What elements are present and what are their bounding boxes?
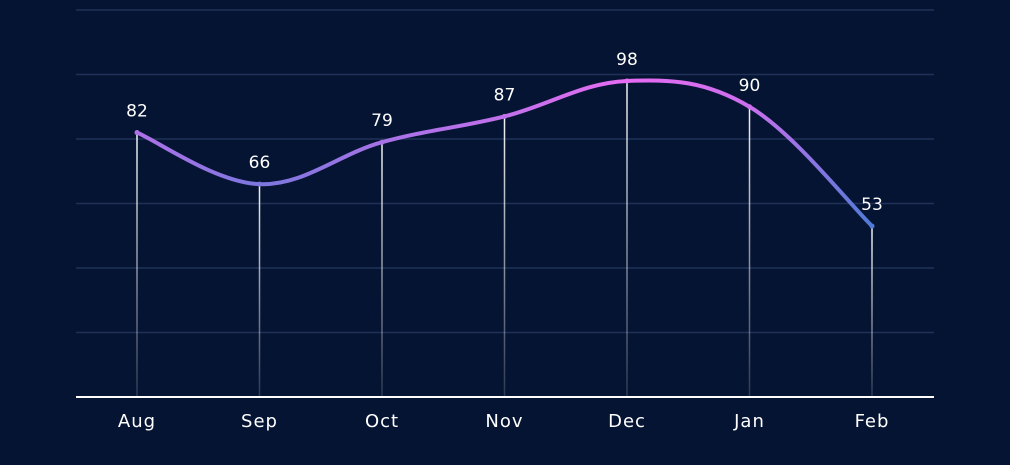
x-tick-label: Dec bbox=[608, 411, 646, 432]
data-point[interactable] bbox=[379, 139, 385, 145]
series-line-segment bbox=[135, 130, 262, 187]
data-point[interactable] bbox=[257, 181, 262, 187]
x-tick-label: Jan bbox=[733, 411, 765, 432]
x-tick-label: Sep bbox=[241, 411, 278, 432]
data-labels: 82 66 79 87 98 90 53 bbox=[126, 50, 883, 215]
series-line-segment bbox=[625, 78, 752, 109]
data-label: 82 bbox=[126, 102, 148, 122]
series-line-segment bbox=[502, 78, 629, 119]
drop-lines bbox=[136, 80, 873, 398]
data-label: 66 bbox=[249, 153, 271, 173]
data-label: 87 bbox=[494, 85, 516, 105]
drop-line bbox=[871, 226, 873, 397]
data-point[interactable] bbox=[502, 113, 507, 119]
data-label: 53 bbox=[861, 195, 883, 215]
series-line-segment bbox=[747, 104, 874, 229]
drop-line bbox=[626, 80, 628, 397]
x-tick-label: Oct bbox=[365, 411, 399, 432]
data-point[interactable] bbox=[624, 78, 630, 84]
drop-line bbox=[381, 142, 383, 397]
data-label: 98 bbox=[616, 50, 638, 70]
data-point[interactable] bbox=[134, 130, 140, 136]
x-tick-label: Aug bbox=[118, 411, 156, 432]
series-line-segment bbox=[380, 114, 507, 145]
x-tick-label: Nov bbox=[485, 411, 523, 432]
data-label: 79 bbox=[371, 111, 393, 131]
series-line-segment bbox=[257, 140, 384, 187]
x-axis: Aug Sep Oct Nov Dec Jan Feb bbox=[76, 396, 934, 432]
data-label: 90 bbox=[739, 76, 761, 96]
data-point[interactable] bbox=[747, 104, 752, 110]
x-tick-label: Feb bbox=[855, 411, 890, 432]
drop-line bbox=[748, 106, 751, 397]
drop-line bbox=[136, 132, 138, 398]
series-line bbox=[134, 78, 875, 229]
data-point[interactable] bbox=[869, 223, 875, 229]
drop-line bbox=[258, 184, 261, 397]
drop-line bbox=[503, 116, 506, 398]
